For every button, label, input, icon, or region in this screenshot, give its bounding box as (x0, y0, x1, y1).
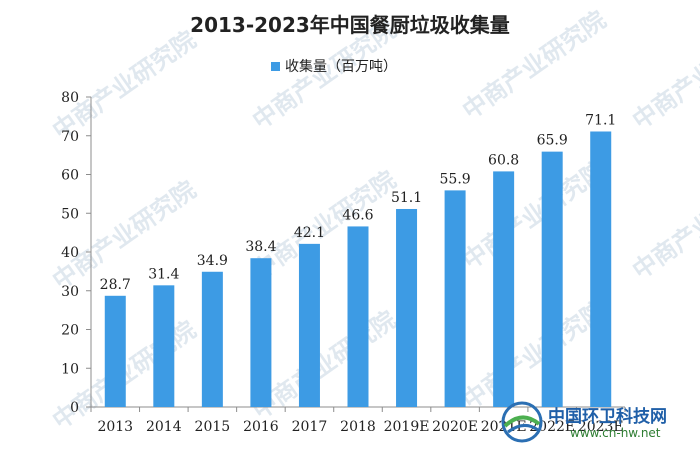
x-tick-label: 2015 (195, 419, 231, 435)
chart-legend: 收集量（百万吨） (271, 58, 397, 75)
bar-2013 (104, 295, 126, 407)
y-tick-label: 20 (61, 323, 79, 339)
site-logo: 中国环卫科技网 www.cn-hw.net (500, 398, 695, 448)
bar-2022E (541, 151, 563, 407)
bar-2018 (347, 226, 369, 407)
data-label: 71.1 (585, 112, 616, 128)
chart-title: 2013-2023年中国餐厨垃圾收集量 (190, 13, 510, 37)
legend-label: 收集量（百万吨） (285, 58, 397, 75)
bar-2021E (493, 171, 515, 407)
x-tick-label: 2020E (432, 419, 478, 435)
bar-2014 (153, 285, 175, 407)
y-tick-label: 40 (61, 245, 79, 261)
data-label: 65.9 (537, 133, 568, 149)
x-tick-label: 2016 (243, 419, 279, 435)
logo-url: www.cn-hw.net (570, 426, 661, 440)
bar-2017 (298, 243, 320, 407)
y-tick-label: 60 (61, 168, 79, 184)
bar-2019E (396, 208, 418, 407)
watermark-text: 中商产业研究院 (47, 26, 201, 145)
x-tick-label: 2018 (340, 419, 376, 435)
data-label: 51.1 (391, 190, 422, 206)
y-tick-label: 30 (61, 284, 79, 300)
watermark-text: 中商产业研究院 (457, 156, 611, 275)
y-tick-label: 0 (70, 400, 79, 416)
chart-data-labels: 28.7 2013 31.4 2014 34.9 2015 38.4 2016 42.1 2017… (97, 112, 623, 435)
bar-2020E (444, 190, 466, 407)
watermark-text: 中商产业研究院 (627, 16, 700, 135)
legend-swatch (271, 62, 280, 71)
bar-2015 (201, 271, 223, 407)
data-label: 55.9 (440, 171, 471, 187)
y-tick-label: 50 (61, 206, 79, 222)
y-tick-label: 80 (61, 90, 79, 106)
x-tick-label: 2019E (384, 419, 430, 435)
x-tick-label: 2014 (146, 419, 182, 435)
data-label: 31.4 (148, 266, 179, 282)
globe-icon (501, 401, 543, 443)
data-label: 38.4 (245, 239, 276, 255)
x-tick-label: 2017 (292, 419, 328, 435)
data-label: 42.1 (294, 225, 325, 241)
chart-axes: 0 10 20 30 40 50 60 70 80 (61, 90, 626, 416)
data-label: 28.7 (100, 277, 131, 293)
watermark-text: 中商产业研究院 (627, 166, 700, 285)
y-tick-label: 10 (61, 361, 79, 377)
y-tick-label: 70 (61, 129, 79, 145)
logo-name: 中国环卫科技网 (548, 407, 667, 427)
data-label: 46.6 (342, 207, 373, 223)
data-label: 34.9 (197, 253, 228, 269)
x-tick-label: 2023E (578, 419, 624, 435)
bar-2023E (590, 131, 612, 408)
x-tick-label: 2013 (97, 419, 133, 435)
data-label: 60.8 (488, 152, 519, 168)
chart-bars (104, 131, 612, 408)
bar-2016 (250, 258, 272, 407)
